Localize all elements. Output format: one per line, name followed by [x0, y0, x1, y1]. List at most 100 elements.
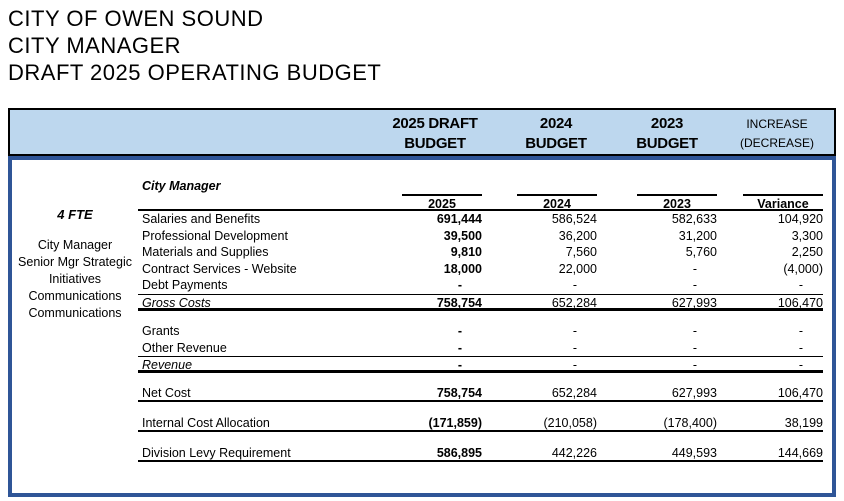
- value-variance: 106,470: [777, 295, 823, 310]
- row-label: Professional Development: [142, 228, 288, 243]
- spacer: [138, 373, 823, 385]
- role-senior-mgr-strategic: Senior Mgr Strategic: [18, 255, 132, 269]
- value-variance: (4,000): [783, 261, 823, 276]
- value-2025: -: [457, 358, 462, 373]
- value-2023: -: [692, 340, 697, 355]
- value-variance: 104,920: [777, 212, 823, 226]
- column-header-2024: 2024: [482, 194, 597, 211]
- title-line-department: CITY MANAGER: [8, 33, 182, 58]
- row-label: Salaries and Benefits: [142, 212, 261, 226]
- table-row-net-cost: Net Cost 758,754 652,284 627,993 106,470: [138, 385, 823, 403]
- spacer: [138, 402, 823, 415]
- value-2025: 9,810: [450, 245, 482, 260]
- column-header-2025: 2025: [365, 194, 482, 211]
- value-2025: 758,754: [436, 295, 482, 310]
- band-2023-line1: 2023: [650, 115, 684, 132]
- role-city-manager: City Manager: [37, 238, 113, 252]
- spacer: [138, 311, 823, 323]
- value-2023: 31,200: [678, 228, 717, 243]
- value-2023: -: [692, 261, 697, 276]
- value-2024: 652,284: [551, 386, 597, 401]
- band-increase-line2: (DECREASE): [739, 136, 814, 150]
- table-row-revenue: Revenue - - - -: [138, 356, 823, 374]
- role-communications-2: Communications: [28, 306, 122, 320]
- row-label: Debt Payments: [142, 278, 228, 293]
- fte-count: 4 FTE: [57, 207, 93, 222]
- value-2025: -: [457, 340, 462, 355]
- table-row-other-revenue: Other Revenue - - - -: [138, 340, 823, 357]
- band-2024-line1: 2024: [539, 115, 573, 132]
- value-2024: 7,560: [565, 245, 597, 260]
- band-2023-line2: BUDGET: [636, 135, 698, 152]
- budget-header-band: 2025 DRAFT BUDGET 2024 BUDGET 2023 BUDGE…: [8, 108, 836, 156]
- budget-body-frame: 4 FTE City Manager Senior Mgr Strategic …: [8, 156, 836, 497]
- value-2024: (210,058): [543, 416, 597, 431]
- column-header-2023: 2023: [597, 194, 717, 211]
- band-column-2025-draft-budget: 2025 DRAFT BUDGET: [368, 110, 502, 154]
- value-2023: -: [692, 358, 697, 373]
- document-title: CITY OF OWEN SOUND CITY MANAGER DRAFT 20…: [8, 5, 381, 86]
- table-row-grants: Grants - - - -: [138, 323, 823, 340]
- value-2025: -: [457, 278, 462, 293]
- value-2024: 652,284: [551, 295, 597, 310]
- value-2023: -: [692, 323, 697, 338]
- table-row-materials-and-supplies: Materials and Supplies 9,810 7,560 5,760…: [138, 244, 823, 261]
- table-row-professional-development: Professional Development 39,500 36,200 3…: [138, 228, 823, 245]
- value-2023: 627,993: [671, 386, 717, 401]
- column-header-spacer: [138, 194, 365, 209]
- title-line-city: CITY OF OWEN SOUND: [8, 6, 264, 31]
- value-2024: -: [572, 323, 577, 338]
- value-2025: 758,754: [436, 386, 482, 401]
- table-row-division-levy-requirement: Division Levy Requirement 586,895 442,22…: [138, 445, 823, 463]
- table-row-salaries-and-benefits: Salaries and Benefits 691,444 586,524 58…: [138, 211, 823, 228]
- table-row-debt-payments: Debt Payments - - - -: [138, 277, 823, 294]
- value-variance: 144,669: [777, 446, 823, 461]
- value-2025: -: [457, 323, 462, 338]
- value-2024: 36,200: [558, 228, 597, 243]
- value-variance: -: [798, 340, 803, 355]
- value-2024: 22,000: [558, 261, 597, 276]
- row-label: Other Revenue: [142, 340, 227, 355]
- value-variance: -: [798, 323, 803, 338]
- band-2024-line2: BUDGET: [525, 135, 587, 152]
- row-label: Division Levy Requirement: [142, 446, 291, 461]
- spacer: [138, 432, 823, 445]
- value-2023: 582,633: [671, 212, 717, 226]
- budget-table: City Manager 2025 2024 2023 Variance Sal…: [138, 160, 823, 463]
- value-variance: 2,250: [791, 245, 823, 260]
- band-2025-line1: 2025 DRAFT: [392, 115, 478, 132]
- value-variance: 38,199: [784, 416, 823, 431]
- value-variance: -: [798, 278, 803, 293]
- table-row-gross-costs: Gross Costs 758,754 652,284 627,993 106,…: [138, 293, 823, 311]
- value-2024: 586,524: [551, 212, 597, 226]
- value-2024: -: [572, 340, 577, 355]
- value-2025: 691,444: [436, 212, 482, 226]
- role-communications-1: Communications: [28, 289, 122, 303]
- column-header-row: 2025 2024 2023 Variance: [138, 194, 823, 211]
- band-column-2024-budget: 2024 BUDGET: [496, 110, 616, 154]
- value-2025: 18,000: [443, 261, 482, 276]
- row-label: Materials and Supplies: [142, 245, 269, 260]
- row-label: Contract Services - Website: [142, 261, 297, 276]
- value-variance: 3,300: [791, 228, 823, 243]
- band-column-increase-decrease: INCREASE (DECREASE): [718, 110, 836, 153]
- value-2025: 586,895: [436, 446, 482, 461]
- band-column-2023-budget: 2023 BUDGET: [610, 110, 724, 154]
- value-2023: 5,760: [685, 245, 717, 260]
- value-2024: -: [572, 278, 577, 293]
- row-label: Grants: [142, 323, 180, 338]
- fte-sidebar: 4 FTE City Manager Senior Mgr Strategic …: [12, 160, 138, 322]
- value-2023: 627,993: [671, 295, 717, 310]
- table-row-contract-services-website: Contract Services - Website 18,000 22,00…: [138, 261, 823, 278]
- row-label: Revenue: [142, 358, 193, 373]
- value-2025: (171,859): [428, 416, 482, 431]
- role-initiatives: Initiatives: [48, 272, 102, 286]
- value-2023: (178,400): [663, 416, 717, 431]
- column-header-variance: Variance: [717, 194, 823, 211]
- table-row-internal-cost-allocation: Internal Cost Allocation (171,859) (210,…: [138, 415, 823, 433]
- value-2025: 39,500: [443, 228, 482, 243]
- band-2025-line2: BUDGET: [404, 135, 466, 152]
- value-variance: 106,470: [777, 386, 823, 401]
- value-2023: 449,593: [671, 446, 717, 461]
